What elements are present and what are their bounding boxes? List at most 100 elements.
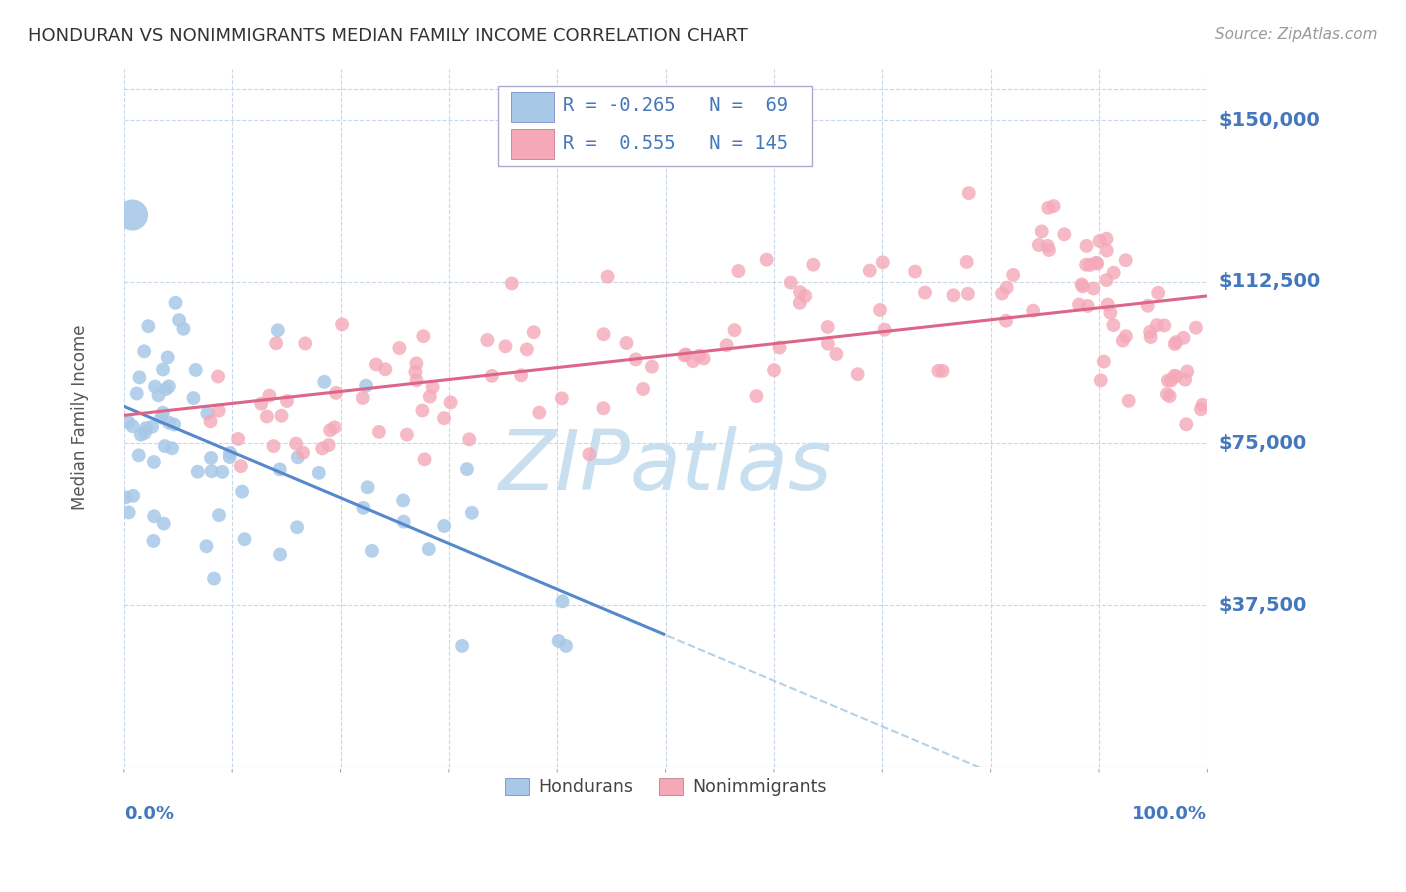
Point [723, 323, 745, 337]
Point [208, 508, 231, 522]
Point [1185, 320, 1208, 334]
Point [197, 406, 219, 420]
Point [1102, 318, 1125, 332]
Point [218, 450, 240, 464]
Point [325, 385, 347, 400]
Point [121, 208, 143, 222]
Point [308, 466, 330, 480]
Point [768, 341, 790, 355]
Point [1053, 227, 1076, 242]
Point [311, 442, 333, 456]
Point [1112, 334, 1135, 348]
Point [142, 533, 165, 548]
Point [1189, 402, 1212, 417]
Point [801, 258, 824, 272]
Point [458, 432, 481, 446]
Point [682, 354, 704, 368]
Point [596, 269, 619, 284]
Point [134, 425, 156, 440]
Point [904, 264, 927, 278]
Point [413, 452, 436, 467]
Point [1028, 238, 1050, 252]
Point [763, 363, 786, 377]
Point [873, 323, 896, 337]
Point [1042, 199, 1064, 213]
Point [226, 432, 249, 446]
Point [727, 264, 749, 278]
Point [128, 448, 150, 462]
Point [292, 445, 315, 459]
Point [167, 313, 190, 327]
Point [817, 336, 839, 351]
Point [152, 406, 174, 420]
Point [1115, 253, 1137, 268]
Point [143, 509, 166, 524]
Point [114, 491, 136, 505]
Point [1164, 369, 1187, 384]
Point [157, 379, 180, 393]
Point [165, 295, 187, 310]
Point [1164, 337, 1187, 351]
Point [510, 368, 533, 383]
Text: $37,500: $37,500 [1219, 596, 1306, 615]
Point [263, 439, 285, 453]
Point [152, 516, 174, 531]
Point [673, 348, 696, 362]
Point [794, 289, 817, 303]
Point [1085, 256, 1108, 270]
Point [439, 395, 461, 409]
Point [631, 382, 654, 396]
Point [692, 351, 714, 366]
Point [578, 447, 600, 461]
Point [1070, 277, 1092, 292]
Point [405, 373, 427, 387]
Point [153, 439, 176, 453]
Point [121, 419, 143, 434]
Point [155, 382, 177, 396]
Legend: Hondurans, Nonimmigrants: Hondurans, Nonimmigrants [498, 771, 834, 804]
Point [354, 378, 377, 392]
Text: 100.0%: 100.0% [1132, 805, 1208, 823]
Point [957, 186, 980, 200]
Point [745, 389, 768, 403]
Point [872, 255, 894, 269]
Point [1078, 258, 1101, 272]
Point [551, 392, 574, 406]
Point [352, 500, 374, 515]
Point [200, 414, 222, 428]
Point [319, 423, 342, 437]
FancyBboxPatch shape [510, 128, 554, 160]
Point [1038, 201, 1060, 215]
Point [433, 411, 456, 425]
Point [1038, 243, 1060, 257]
Text: $75,000: $75,000 [1219, 434, 1306, 453]
Point [207, 369, 229, 384]
Point [789, 296, 811, 310]
Point [1083, 281, 1105, 295]
Point [1163, 368, 1185, 383]
Point [1077, 299, 1099, 313]
Point [456, 462, 478, 476]
Point [285, 436, 308, 450]
Point [323, 420, 346, 434]
Point [641, 359, 664, 374]
Text: Source: ZipAtlas.com: Source: ZipAtlas.com [1215, 27, 1378, 42]
Point [555, 639, 578, 653]
Point [1173, 331, 1195, 345]
Point [148, 388, 170, 402]
Point [352, 391, 374, 405]
Point [991, 286, 1014, 301]
Point [461, 506, 484, 520]
Point [142, 455, 165, 469]
Point [817, 320, 839, 334]
Point [501, 277, 523, 291]
Point [914, 285, 936, 300]
Point [356, 480, 378, 494]
Point [156, 351, 179, 365]
Point [1022, 303, 1045, 318]
Point [392, 515, 415, 529]
Point [267, 323, 290, 337]
Text: $112,500: $112,500 [1219, 272, 1320, 292]
Point [118, 505, 141, 519]
Point [285, 520, 308, 534]
